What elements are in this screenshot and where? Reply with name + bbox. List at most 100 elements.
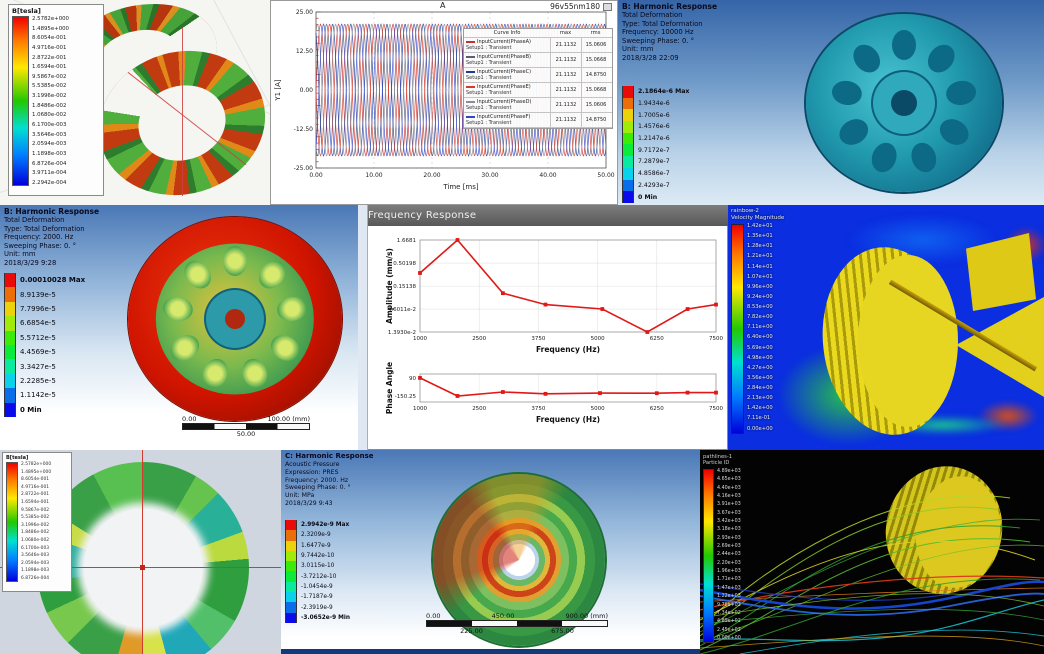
svg-text:50.00: 50.00	[597, 172, 614, 179]
legend-value: 1.4895e+000	[21, 469, 52, 475]
legend-row: 0 Min	[4, 402, 85, 417]
curve-setup: Setup1 : Transient	[466, 120, 512, 126]
legend-row: 1.1142e-5	[4, 388, 85, 403]
legend-value: 2.20e+03	[717, 560, 741, 566]
legend-value: 3.0115e-10	[301, 563, 335, 570]
legend-row: 1.7005e-6	[622, 109, 689, 122]
legend-value: 9.7172e-7	[638, 146, 670, 154]
legend-value: 9.7442e-10	[301, 553, 335, 560]
curve-setup: Setup1 : Transient	[466, 60, 512, 66]
legend-value: 3.18e+03	[717, 527, 741, 533]
legend-row: 2.2285e-5	[4, 373, 85, 389]
legend-title-line1: pathlines-1	[703, 454, 733, 460]
curve-swatch	[466, 115, 475, 118]
svg-text:0.00: 0.00	[309, 172, 323, 179]
result-line: Sweeping Phase: 0. °	[622, 36, 695, 45]
legend-color-cell	[622, 132, 634, 145]
legend-title: B[tesla]	[12, 7, 41, 15]
legend-values: 1.42e+01 1.35e+01 1.28e+01 1.21e+01 1.14e+01…	[747, 223, 773, 432]
legend-value: 9.96e+00	[747, 283, 773, 290]
flywheel-hole	[935, 114, 974, 150]
svg-text:0.00: 0.00	[300, 87, 314, 94]
legend-value: 1.8486e-002	[21, 530, 50, 536]
legend-value: 1.96e+03	[717, 569, 741, 575]
curve-info-header: Curve Info max rms	[464, 29, 612, 38]
svg-text:-25.00: -25.00	[294, 165, 314, 172]
curve-row: InputCurrent(PhaseC) Setup1 : Transient 2…	[464, 68, 612, 83]
svg-text:7500: 7500	[709, 406, 723, 412]
flywheel-hole	[847, 39, 886, 78]
curve-swatch	[466, 70, 475, 73]
result-line: Expression: PRES	[285, 468, 339, 476]
window-titlebar: Frequency Response	[358, 205, 728, 226]
curve-row: InputCurrent(PhaseD) Setup1 : Transient 2…	[464, 98, 612, 113]
legend-value: 2.69e+03	[717, 544, 741, 550]
acoustic-swirl	[433, 474, 605, 646]
legend-value: 1.4576e-6	[638, 123, 670, 131]
flywheel-hole	[830, 78, 864, 108]
legend-value: 1.14e+01	[747, 263, 773, 270]
legend-value: -1.7187e-9	[301, 594, 333, 601]
legend-row: 4.4569e-5	[4, 344, 85, 360]
legend-value: 2.1864e-6 Max	[638, 88, 690, 96]
window-left-gutter	[358, 205, 368, 450]
legend-value: 8.6054e-001	[21, 477, 50, 483]
result-lines: Acoustic Pressure Expression: PRES Frequen…	[285, 461, 374, 508]
legend-value: 2.0594e-003	[32, 141, 67, 148]
legend-value: 2.8722e-001	[21, 492, 50, 498]
legend-value: 1.21e+01	[747, 253, 773, 260]
col-max: max	[559, 30, 572, 36]
ruler-bar	[182, 423, 310, 430]
legend-value: 1.1898e-003	[32, 150, 67, 157]
legend-row: -3.7212e-10	[285, 571, 350, 582]
curve-row: InputCurrent(PhaseB) Setup1 : Transient 2…	[464, 53, 612, 68]
legend-value: 9.5867e-002	[32, 73, 67, 80]
legend-value: 2.5782e+000	[21, 462, 52, 467]
legend-color-cell	[622, 167, 634, 180]
legend-value: 1.6594e-001	[21, 499, 50, 505]
svg-text:6250: 6250	[650, 336, 664, 342]
flywheel-center-hole	[225, 309, 245, 329]
legend-value: 1.6594e-001	[32, 64, 67, 71]
panel-magnetostatic-torus: B[tesla] 2.5782e+000 1.4895e+000 8.6054e-0…	[0, 0, 270, 205]
legend-color-cell	[622, 144, 634, 157]
svg-text:90: 90	[409, 376, 416, 382]
scale-ruler: 0.00 450.00 900.00 (mm) 225.00 675.00	[426, 612, 608, 635]
result-line: Acoustic Pressure	[285, 461, 340, 468]
curve-rms: 15.0668	[581, 83, 610, 97]
legend-value: 1.22e+03	[717, 594, 741, 600]
legend-value: 5.5385e-002	[21, 515, 50, 521]
legend-value: 1.1898e-003	[21, 568, 50, 574]
flywheel-hole	[907, 139, 941, 176]
flywheel-hole	[834, 114, 873, 150]
legend-value: 4.98e+00	[747, 354, 773, 361]
svg-text:25.00: 25.00	[296, 9, 313, 16]
svg-text:10.00: 10.00	[365, 172, 382, 179]
ruler-min: 0.00	[182, 415, 197, 423]
ruler-mid: 50.00	[236, 430, 256, 438]
result-line: Frequency: 10000 Hz	[622, 28, 694, 37]
panel-frequency-response: Frequency Response 1.6681 0.50198 0.15138 4…	[358, 205, 728, 450]
rotor-ring-render	[37, 462, 249, 654]
legend-value: 6.6854e-5	[20, 319, 56, 328]
svg-text:-12.50: -12.50	[294, 126, 314, 133]
window-title: Frequency Response	[368, 210, 477, 221]
legend-value: 1.1142e-5	[20, 391, 56, 400]
legend-value: 1.28e+01	[747, 243, 773, 250]
result-lines: Total Deformation Type: Total Deformation…	[4, 216, 99, 268]
legend-value: 5.5385e-002	[32, 83, 67, 90]
curve-max: 21.1132	[550, 83, 581, 97]
legend-value: 4.9716e-001	[32, 44, 67, 51]
panel-rotor-field: B[tesla] 2.5782e+000 1.4895e+000 8.6054e-0…	[0, 450, 281, 654]
legend-value: 7.11e+00	[747, 324, 773, 331]
legend-value: 9.5867e-002	[21, 507, 50, 513]
legend-value: 1.8486e-002	[32, 102, 67, 109]
legend-row: 1.9434e-6	[622, 97, 689, 110]
legend-color-cell	[622, 121, 634, 133]
legend-value: 1.7005e-6	[638, 111, 670, 119]
svg-text:4.6011e-2: 4.6011e-2	[388, 307, 416, 313]
legend-row: 0.00010028 Max	[4, 273, 85, 288]
legend-value: 5.69e+00	[747, 344, 773, 351]
legend-value: 7.34e+02	[717, 610, 741, 616]
